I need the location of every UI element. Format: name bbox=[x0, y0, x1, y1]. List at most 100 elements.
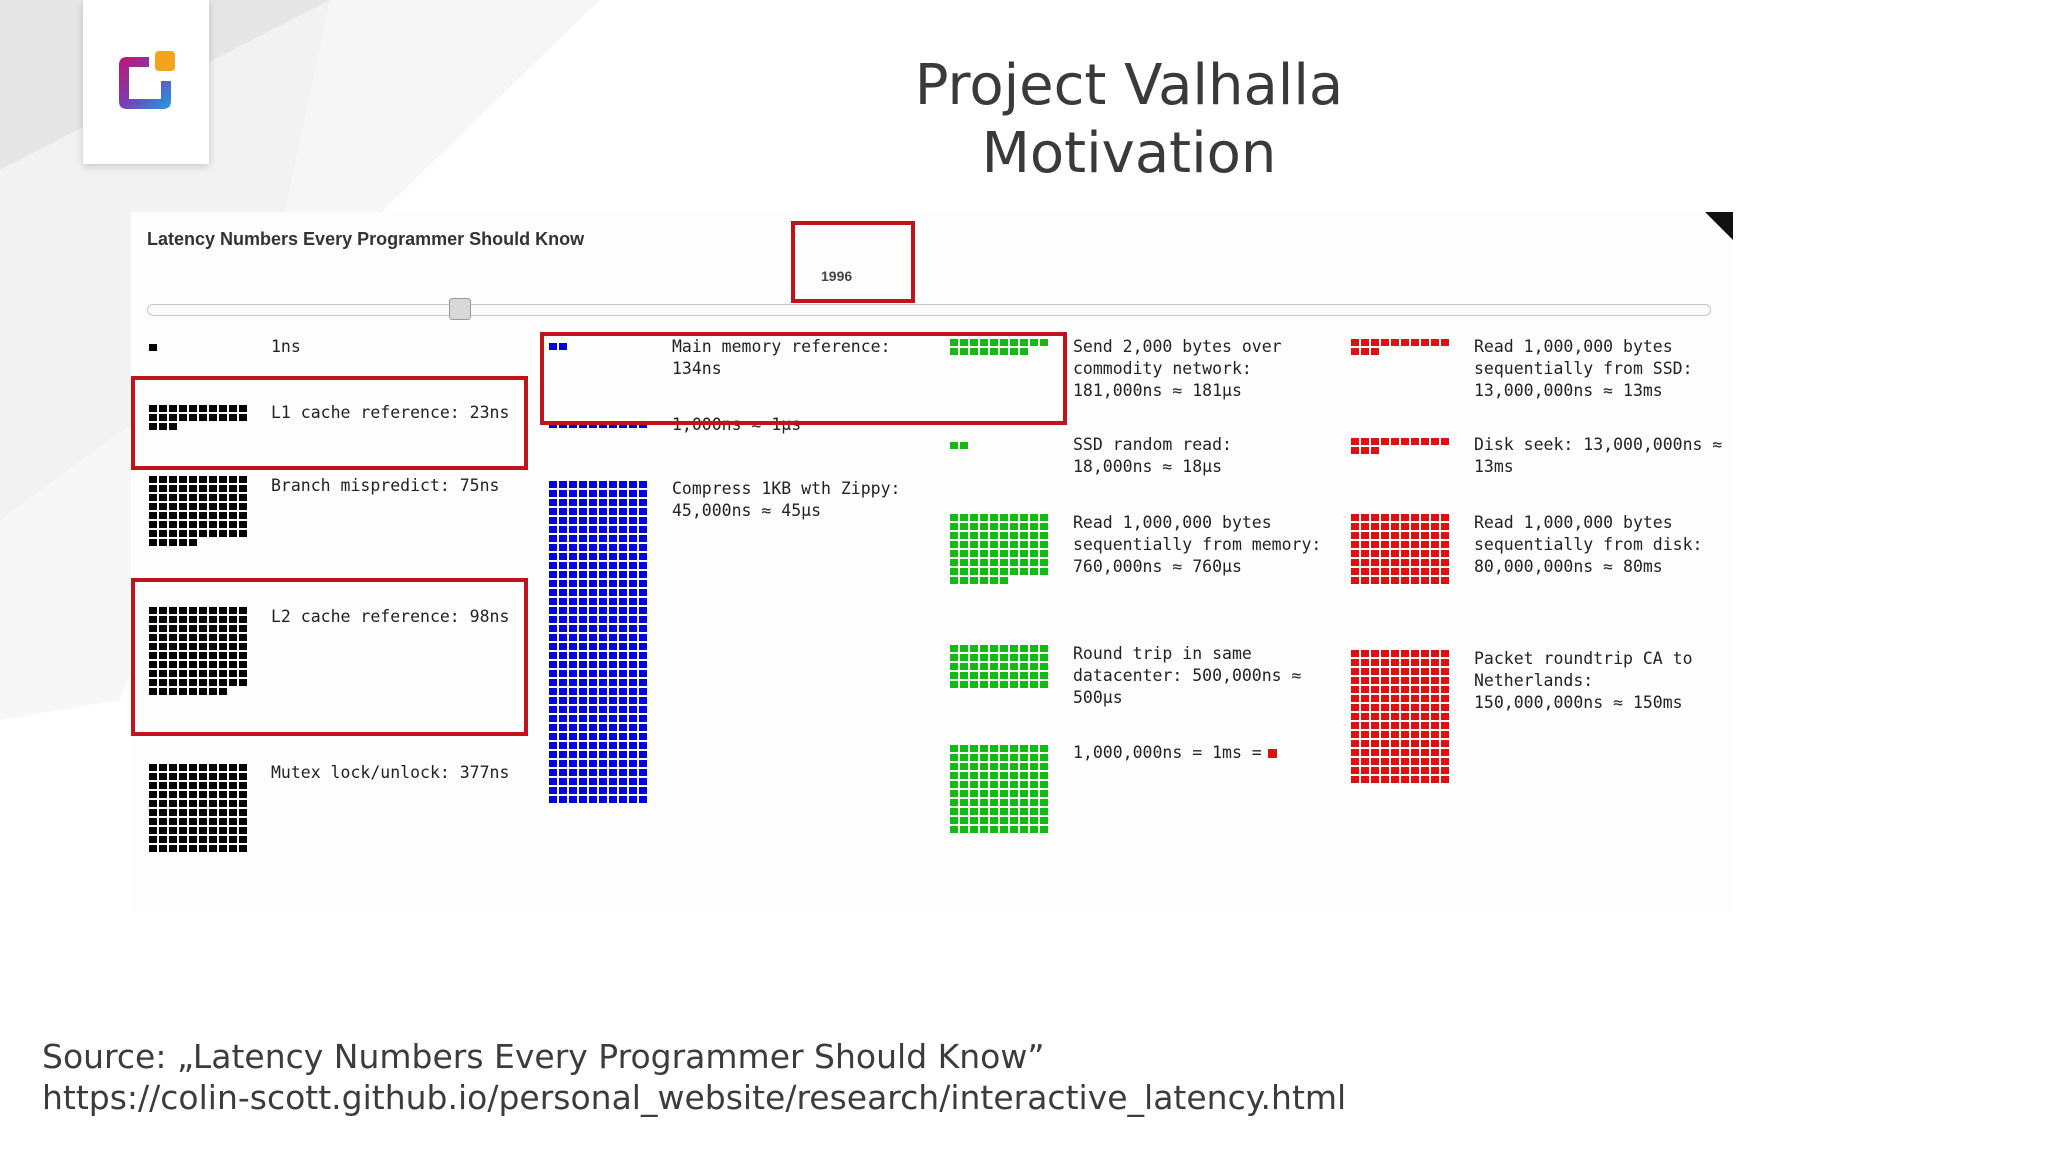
latency-square bbox=[1441, 550, 1449, 557]
source-text: Source: „Latency Numbers Every Programme… bbox=[42, 1037, 1045, 1076]
latency-square bbox=[599, 589, 607, 596]
latency-square bbox=[1030, 808, 1038, 815]
latency-square bbox=[599, 571, 607, 578]
latency-blocks bbox=[549, 481, 647, 803]
latency-square bbox=[1371, 348, 1379, 355]
latency-square bbox=[639, 580, 647, 587]
latency-square bbox=[970, 550, 978, 557]
latency-square bbox=[599, 490, 607, 497]
latency-square bbox=[1371, 550, 1379, 557]
latency-square bbox=[629, 760, 637, 767]
latency-square bbox=[1411, 650, 1419, 657]
latency-square bbox=[1401, 668, 1409, 675]
latency-square bbox=[1010, 826, 1018, 833]
latency-square bbox=[589, 517, 597, 524]
latency-square bbox=[1040, 559, 1048, 566]
latency-square bbox=[579, 526, 587, 533]
latency-square bbox=[1000, 745, 1008, 752]
latency-square bbox=[1000, 577, 1008, 584]
latency-square bbox=[229, 827, 237, 834]
latency-square bbox=[1361, 722, 1369, 729]
latency-square bbox=[609, 643, 617, 650]
latency-square bbox=[609, 499, 617, 506]
latency-square bbox=[229, 791, 237, 798]
latency-square bbox=[179, 679, 187, 686]
latency-square bbox=[619, 760, 627, 767]
latency-square bbox=[559, 670, 567, 677]
latency-square bbox=[1000, 772, 1008, 779]
latency-square bbox=[229, 845, 237, 852]
latency-square bbox=[1020, 745, 1028, 752]
latency-square bbox=[619, 553, 627, 560]
latency-square bbox=[1010, 532, 1018, 539]
latency-square bbox=[1411, 523, 1419, 530]
latency-square bbox=[1401, 541, 1409, 548]
latency-square bbox=[569, 733, 577, 740]
latency-square bbox=[1421, 749, 1429, 756]
latency-square bbox=[1040, 532, 1048, 539]
year-slider-handle[interactable] bbox=[448, 298, 471, 320]
latency-square bbox=[549, 715, 557, 722]
latency-square bbox=[599, 787, 607, 794]
latency-square bbox=[1411, 758, 1419, 765]
latency-square bbox=[149, 827, 157, 834]
latency-square bbox=[1421, 713, 1429, 720]
latency-square bbox=[239, 521, 247, 528]
latency-square bbox=[159, 661, 167, 668]
latency-square bbox=[1411, 749, 1419, 756]
latency-square bbox=[559, 508, 567, 515]
source-url[interactable]: https://colin-scott.github.io/personal_w… bbox=[42, 1078, 1347, 1117]
latency-square bbox=[559, 634, 567, 641]
latency-square bbox=[179, 607, 187, 614]
latency-square bbox=[990, 577, 998, 584]
latency-square bbox=[980, 763, 988, 770]
latency-square bbox=[1431, 668, 1439, 675]
latency-square bbox=[159, 616, 167, 623]
latency-square bbox=[1351, 731, 1359, 738]
latency-square bbox=[209, 530, 217, 537]
latency-square bbox=[970, 541, 978, 548]
latency-square bbox=[229, 503, 237, 510]
latency-square bbox=[559, 760, 567, 767]
latency-square bbox=[960, 339, 968, 346]
latency-square bbox=[960, 654, 968, 661]
latency-square bbox=[1361, 668, 1369, 675]
latency-square bbox=[549, 787, 557, 794]
latency-square bbox=[229, 521, 237, 528]
latency-square bbox=[189, 503, 197, 510]
latency-square bbox=[179, 782, 187, 789]
latency-square bbox=[1421, 758, 1429, 765]
latency-square bbox=[1020, 568, 1028, 575]
latency-square bbox=[1351, 704, 1359, 711]
latency-square bbox=[639, 760, 647, 767]
latency-square bbox=[609, 490, 617, 497]
latency-label: Branch mispredict: 75ns bbox=[271, 476, 500, 495]
latency-square bbox=[569, 751, 577, 758]
latency-square bbox=[629, 679, 637, 686]
latency-square bbox=[189, 818, 197, 825]
latency-square bbox=[1010, 808, 1018, 815]
latency-square bbox=[980, 754, 988, 761]
latency-square bbox=[599, 526, 607, 533]
latency-square bbox=[179, 809, 187, 816]
latency-square bbox=[1010, 817, 1018, 824]
latency-square bbox=[189, 476, 197, 483]
latency-square bbox=[639, 490, 647, 497]
latency-square bbox=[1351, 749, 1359, 756]
latency-square bbox=[1381, 740, 1389, 747]
latency-square bbox=[1020, 645, 1028, 652]
latency-square bbox=[950, 442, 958, 449]
latency-square bbox=[1441, 695, 1449, 702]
latency-square bbox=[1411, 577, 1419, 584]
latency-square bbox=[619, 778, 627, 785]
latency-square bbox=[990, 672, 998, 679]
latency-square bbox=[1361, 514, 1369, 521]
latency-square bbox=[219, 643, 227, 650]
latency-square bbox=[589, 571, 597, 578]
year-slider-track[interactable] bbox=[147, 304, 1711, 316]
latency-square bbox=[559, 625, 567, 632]
latency-square bbox=[1010, 654, 1018, 661]
latency-square bbox=[1040, 541, 1048, 548]
latency-square bbox=[960, 348, 968, 355]
latency-square bbox=[1040, 672, 1048, 679]
